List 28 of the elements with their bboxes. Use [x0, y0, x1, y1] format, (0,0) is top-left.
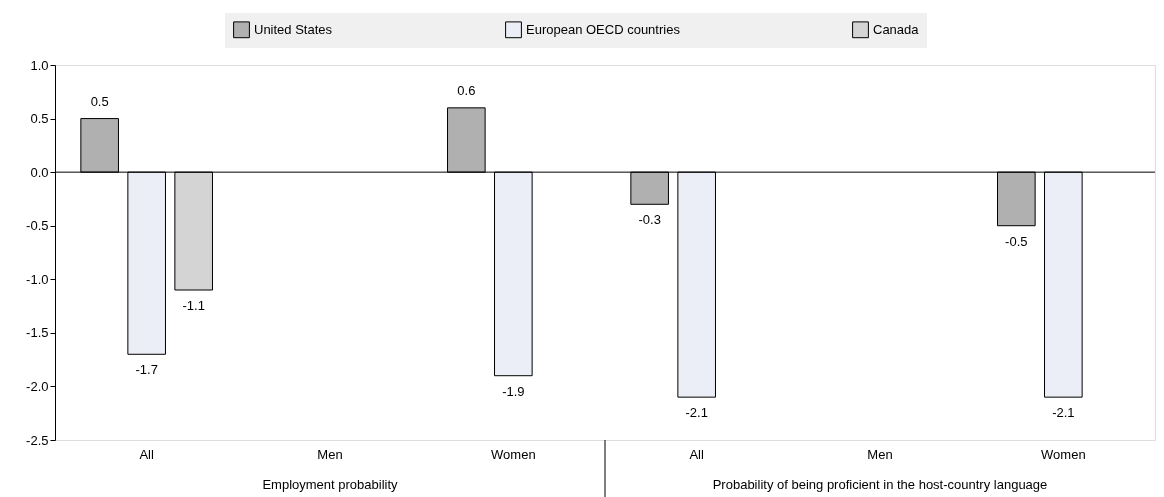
- data-label: -1.1: [182, 298, 205, 313]
- data-label: -1.9: [502, 383, 525, 399]
- x-tick-label: All: [139, 446, 154, 462]
- data-label: -2.1: [685, 405, 708, 421]
- data-label: 0.5: [90, 93, 109, 109]
- legend-label: United States: [254, 21, 333, 37]
- y-tick-label: -0.5: [26, 218, 49, 234]
- legend-label: European OECD countries: [526, 21, 681, 37]
- y-tick-label: -1.0: [26, 271, 49, 287]
- x-tick-label: Men: [317, 446, 343, 462]
- x-tick-label: Women: [1041, 446, 1086, 462]
- text: Probability of being proficient in the host-country language: [712, 477, 1048, 492]
- x-tick-label: Women: [491, 446, 536, 462]
- y-tick-label: -2.0: [26, 378, 49, 394]
- y-tick-label: 0.5: [30, 111, 49, 127]
- x-tick-label: Men: [867, 446, 893, 462]
- y-tick-label: -1.5: [26, 325, 49, 341]
- data-label: -1.7: [135, 362, 158, 378]
- text: Employment probability: [262, 477, 399, 492]
- data-label: -0.3: [638, 212, 661, 228]
- data-label: -0.5: [1005, 233, 1028, 249]
- y-tick-label: 1.0: [30, 57, 49, 73]
- y-tick-label: -2.5: [26, 432, 49, 448]
- y-tick-label: 0.0: [30, 164, 49, 180]
- legend-label: Canada: [873, 21, 920, 37]
- data-label: -2.1: [1052, 405, 1075, 421]
- data-label: 0.6: [457, 82, 476, 98]
- x-tick-label: All: [689, 446, 704, 462]
